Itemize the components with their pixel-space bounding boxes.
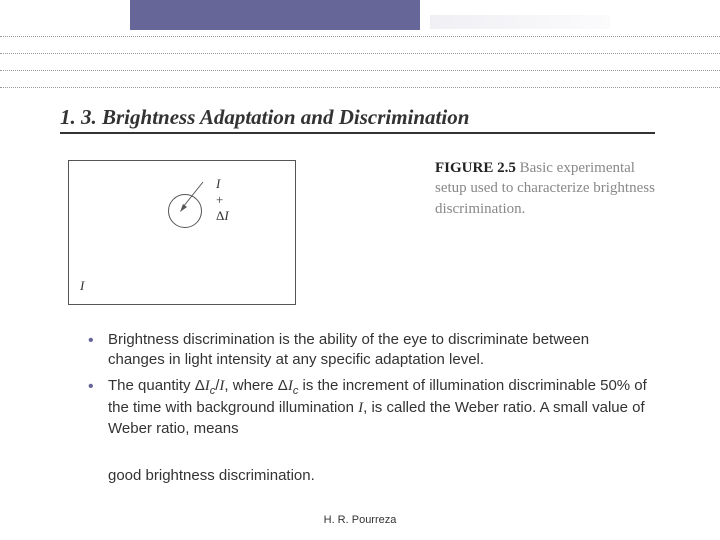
- figure-arrow: [68, 160, 298, 310]
- bullet-list: Brightness discrimination is the ability…: [88, 330, 648, 445]
- figure-number: FIGURE 2.5: [435, 160, 516, 176]
- bullet-text: Brightness discrimination is the ability…: [108, 331, 589, 368]
- bullet-item: Brightness discrimination is the ability…: [88, 330, 648, 370]
- grid-line: [0, 53, 720, 54]
- figure-caption: FIGURE 2.5 Basic experimental setup used…: [435, 158, 655, 219]
- grid-line: [0, 70, 720, 71]
- section-heading: 1. 3. Brightness Adaptation and Discrimi…: [60, 105, 469, 130]
- closing-line: good brightness discrimination.: [108, 467, 315, 484]
- title-bar-accent: [130, 0, 420, 30]
- bullet-item: The quantity ΔIc/I, where ΔIc is the inc…: [88, 376, 648, 439]
- bullet-text: The quantity ΔIc/I, where ΔIc is the inc…: [108, 377, 647, 437]
- heading-underline: [60, 132, 655, 134]
- label-i-plus-delta-i: I + ΔI: [216, 176, 229, 224]
- grid-line: [0, 87, 720, 88]
- label-i: I: [80, 278, 84, 294]
- grid-line: [0, 36, 720, 37]
- footer-author: H. R. Pourreza: [0, 514, 720, 526]
- ghost-accent: [430, 15, 610, 29]
